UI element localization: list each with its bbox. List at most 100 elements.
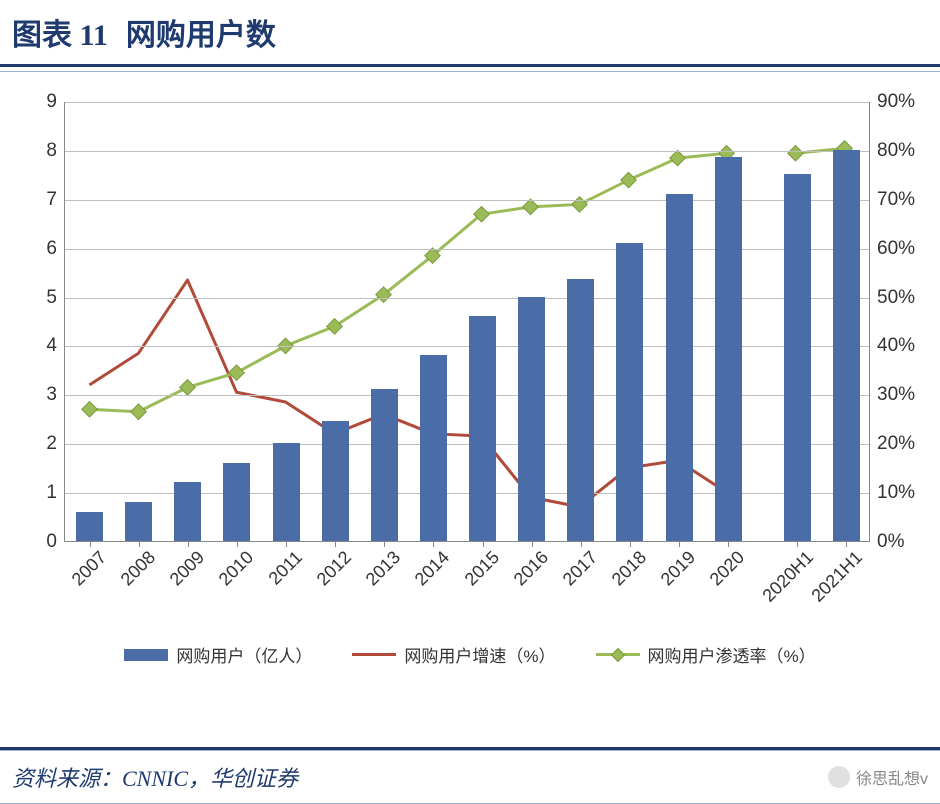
legend-swatch-line-red <box>352 653 396 656</box>
x-label: 2014 <box>411 547 454 590</box>
x-label: 2019 <box>657 547 700 590</box>
legend-swatch-bar <box>124 649 168 661</box>
y-left-label: 6 <box>46 238 57 260</box>
x-label: 2017 <box>558 547 601 590</box>
x-label: 2020H1 <box>759 547 818 606</box>
chart-number: 图表 11 <box>12 10 108 54</box>
y-left-label: 7 <box>46 189 57 211</box>
marker-diamond <box>180 380 196 396</box>
bar <box>76 512 103 541</box>
x-tick <box>90 541 91 547</box>
marker-diamond <box>788 145 804 161</box>
x-tick <box>188 541 189 547</box>
y-right-label: 40% <box>877 335 915 357</box>
y-right-label: 90% <box>877 91 915 113</box>
x-label: 2008 <box>116 547 159 590</box>
y-left-label: 8 <box>46 140 57 162</box>
gridline <box>65 395 869 396</box>
x-tick <box>433 541 434 547</box>
x-tick <box>139 541 140 547</box>
legend-item-bar: 网购用户（亿人） <box>124 642 312 667</box>
legend-item-line-red: 网购用户增速（%） <box>352 642 555 667</box>
divider-dark <box>0 64 940 67</box>
x-tick <box>237 541 238 547</box>
y-right-label: 60% <box>877 238 915 260</box>
bar <box>125 502 152 541</box>
y-right-label: 80% <box>877 140 915 162</box>
y-left-label: 4 <box>46 335 57 357</box>
x-label: 2012 <box>313 547 356 590</box>
marker-diamond <box>82 402 98 418</box>
wechat-icon <box>828 766 850 788</box>
gridline <box>65 249 869 250</box>
x-label: 2015 <box>460 547 503 590</box>
chart-container: 01234567890%10%20%30%40%50%60%70%80%90%2… <box>10 82 930 702</box>
marker-diamond <box>327 319 343 335</box>
y-left-label: 5 <box>46 287 57 309</box>
gridline <box>65 346 869 347</box>
y-left-label: 0 <box>46 531 57 553</box>
marker-diamond <box>621 172 637 188</box>
divider-light <box>0 71 940 72</box>
x-tick <box>797 541 798 547</box>
marker-diamond <box>474 206 490 222</box>
x-tick <box>286 541 287 547</box>
legend-label: 网购用户渗透率（%） <box>648 642 816 667</box>
y-left-label: 1 <box>46 482 57 504</box>
gridline <box>65 298 869 299</box>
y-right-label: 30% <box>877 384 915 406</box>
x-tick <box>630 541 631 547</box>
bar <box>833 150 860 541</box>
x-tick <box>384 541 385 547</box>
legend: 网购用户（亿人） 网购用户增速（%） 网购用户渗透率（%） <box>10 642 930 667</box>
x-tick <box>728 541 729 547</box>
y-right-label: 10% <box>877 482 915 504</box>
bar <box>567 279 594 541</box>
x-label: 2007 <box>67 547 110 590</box>
bar <box>784 174 811 541</box>
x-label: 2009 <box>165 547 208 590</box>
x-label: 2010 <box>215 547 258 590</box>
y-right-label: 70% <box>877 189 915 211</box>
x-tick <box>679 541 680 547</box>
marker-diamond <box>131 404 147 420</box>
x-label: 2016 <box>509 547 552 590</box>
marker-diamond <box>670 150 686 166</box>
marker-diamond <box>229 365 245 381</box>
bar <box>666 194 693 541</box>
x-label: 2013 <box>362 547 405 590</box>
source-text: 资料来源：CNNIC，华创证券 <box>12 761 298 793</box>
x-tick <box>483 541 484 547</box>
x-label: 2020 <box>706 547 749 590</box>
legend-swatch-line-green <box>596 653 640 656</box>
line-overlay <box>65 102 869 541</box>
y-left-label: 3 <box>46 384 57 406</box>
x-tick <box>846 541 847 547</box>
x-tick <box>532 541 533 547</box>
legend-label: 网购用户（亿人） <box>176 642 312 667</box>
y-right-label: 50% <box>877 287 915 309</box>
y-left-label: 9 <box>46 91 57 113</box>
bar <box>469 316 496 541</box>
x-label: 2018 <box>608 547 651 590</box>
bar <box>420 355 447 541</box>
x-label: 2021H1 <box>808 547 867 606</box>
legend-label: 网购用户增速（%） <box>404 642 555 667</box>
x-tick <box>581 541 582 547</box>
legend-item-line-green: 网购用户渗透率（%） <box>596 642 816 667</box>
chart-title: 网购用户数 <box>126 10 276 54</box>
bar <box>715 157 742 541</box>
bar <box>322 421 349 541</box>
watermark: 徐思乱想v <box>828 765 928 789</box>
plot-area: 01234567890%10%20%30%40%50%60%70%80%90%2… <box>64 102 870 542</box>
marker-diamond <box>425 248 441 264</box>
y-right-label: 20% <box>877 433 915 455</box>
watermark-text: 徐思乱想v <box>856 765 928 789</box>
bar <box>223 463 250 541</box>
bar <box>616 243 643 541</box>
gridline <box>65 102 869 103</box>
footer-rule <box>0 747 940 750</box>
gridline <box>65 444 869 445</box>
chart-header: 图表 11 网购用户数 <box>0 0 940 62</box>
bar <box>518 297 545 541</box>
